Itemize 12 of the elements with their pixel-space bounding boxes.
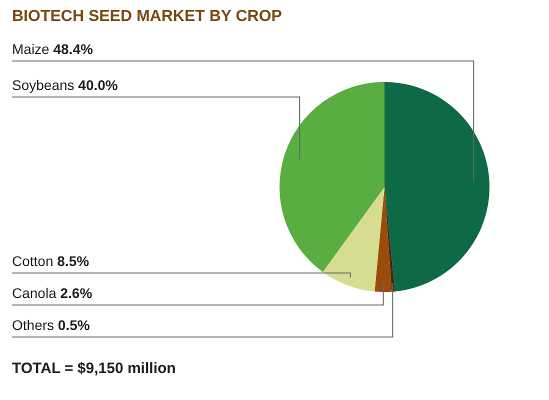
data-label: 8.5% <box>57 253 90 269</box>
slice-label: Cotton <box>12 253 54 269</box>
slice-label: Maize <box>12 41 50 57</box>
slice-label: Canola <box>12 285 57 301</box>
data-label: 40.0% <box>78 77 118 93</box>
text: TOTAL = $9,150 million <box>12 360 177 377</box>
data-label: 48.4% <box>53 41 94 57</box>
chart-title: BIOTECH SEED MARKET BY CROP <box>12 8 283 26</box>
slice-label: Others <box>12 317 54 333</box>
slice-label: Soybeans <box>12 77 74 93</box>
data-label: 0.5% <box>58 317 90 333</box>
data-label: 2.6% <box>60 285 93 301</box>
